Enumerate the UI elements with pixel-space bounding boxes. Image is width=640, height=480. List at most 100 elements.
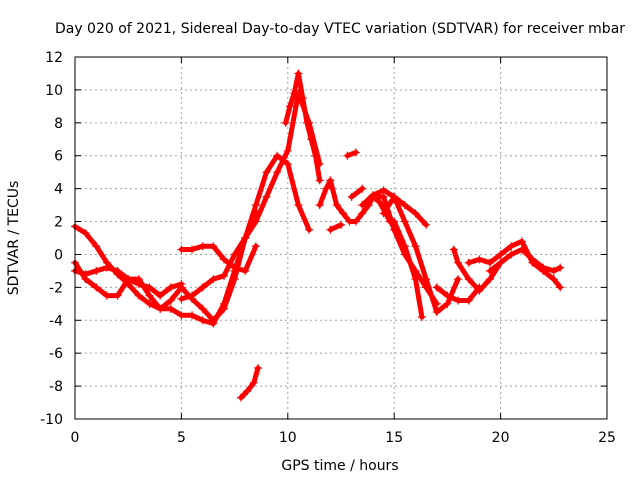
data-point [400, 201, 409, 210]
data-point [166, 283, 175, 292]
data-point [351, 148, 360, 157]
data-point [198, 242, 207, 251]
data-point [283, 159, 292, 168]
data-point [390, 217, 399, 226]
series-arc-15 [390, 217, 426, 321]
data-point [177, 311, 186, 320]
y-tick-label: 0 [54, 247, 63, 263]
series-arc-8 [315, 176, 394, 226]
data-series [71, 69, 565, 402]
data-point [254, 363, 263, 372]
data-point [251, 217, 260, 226]
data-point [400, 242, 409, 251]
series-arc-11 [347, 184, 367, 201]
y-tick-label: 8 [54, 116, 63, 132]
data-point [464, 258, 473, 267]
data-point [443, 291, 452, 300]
data-point [92, 242, 101, 251]
data-point [454, 296, 463, 305]
x-tick-label: 0 [71, 430, 80, 446]
chart-title: Day 020 of 2021, Sidereal Day-to-day VTE… [55, 21, 625, 37]
series-line [238, 365, 261, 401]
data-point [464, 296, 473, 305]
x-tick-label: 15 [385, 430, 403, 446]
data-point [422, 220, 431, 229]
data-point [539, 263, 548, 272]
data-point [273, 151, 282, 160]
data-point [188, 245, 197, 254]
data-point [379, 192, 388, 201]
series-line [466, 238, 563, 290]
data-point [339, 209, 348, 218]
data-point [294, 201, 303, 210]
data-point [311, 151, 320, 160]
data-point [92, 283, 101, 292]
data-point [124, 275, 133, 284]
data-point [219, 304, 228, 313]
data-point [517, 245, 526, 254]
series-arc-7 [281, 69, 324, 185]
data-point [81, 229, 90, 238]
data-point [243, 387, 252, 396]
series-line [349, 186, 365, 200]
data-point [417, 312, 426, 321]
data-point [262, 168, 271, 177]
data-point [166, 296, 175, 305]
data-point [326, 176, 335, 185]
data-point [517, 237, 526, 246]
y-tick-label: 4 [54, 182, 63, 198]
data-point [209, 275, 218, 284]
data-point [379, 209, 388, 218]
data-point [305, 225, 314, 234]
data-point [188, 311, 197, 320]
data-point [230, 250, 239, 259]
data-point [400, 217, 409, 226]
series-arc-10 [343, 148, 360, 160]
y-tick-label: 12 [45, 50, 63, 66]
grid [75, 57, 607, 419]
data-point [411, 209, 420, 218]
data-point [262, 192, 271, 201]
data-point [475, 255, 484, 264]
data-point [230, 263, 239, 272]
data-point [209, 316, 218, 325]
data-point [485, 258, 494, 267]
data-point [134, 291, 143, 300]
data-point [241, 234, 250, 242]
series-line [391, 219, 425, 320]
data-point [358, 184, 367, 193]
data-point [241, 266, 250, 275]
data-point [549, 275, 558, 284]
data-point [219, 271, 228, 280]
data-point [454, 258, 463, 267]
y-tick-label: 6 [54, 149, 63, 165]
data-point [177, 280, 186, 289]
data-point [113, 266, 122, 275]
series-arc-3 [71, 263, 186, 300]
plot-frame [74, 56, 608, 420]
data-point [337, 220, 345, 229]
data-point [251, 242, 260, 251]
data-point [209, 242, 218, 251]
data-point [177, 245, 186, 254]
data-point [358, 209, 367, 218]
data-point [102, 291, 111, 300]
data-point [496, 258, 505, 267]
x-tick-labels: 0 5 10 15 20 25 [71, 430, 616, 446]
data-point [358, 201, 367, 210]
data-point [368, 192, 377, 201]
data-point [145, 283, 154, 292]
x-axis-title: GPS time / hours [281, 458, 398, 474]
data-point [322, 184, 331, 193]
data-point [432, 308, 441, 317]
data-point [166, 304, 175, 313]
data-point [432, 283, 441, 292]
data-point [390, 192, 399, 201]
series-arc-4 [177, 242, 260, 275]
data-point [188, 291, 197, 300]
y-tick-label: -6 [49, 346, 63, 362]
data-point [198, 283, 207, 292]
data-point [156, 304, 165, 313]
series-arc-14 [379, 192, 463, 317]
